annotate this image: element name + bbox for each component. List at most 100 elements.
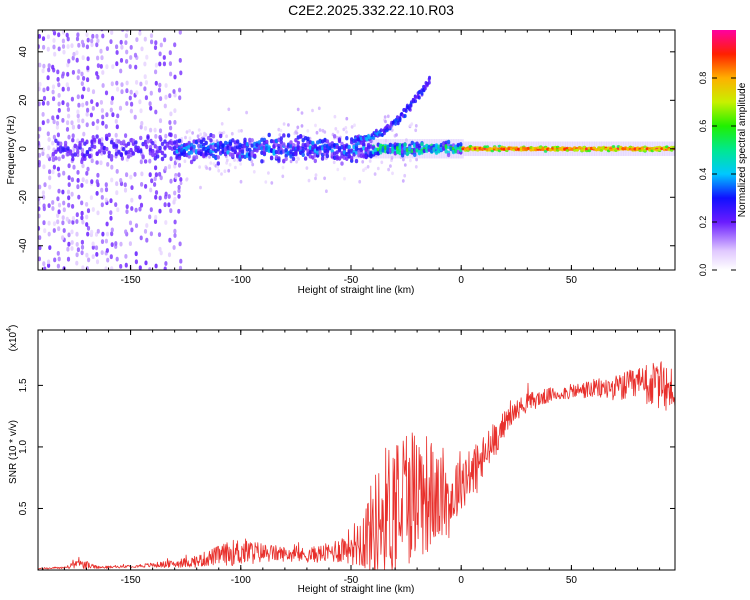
spectrogram-cell — [240, 154, 245, 159]
spectrogram-cell — [169, 178, 173, 184]
spectrogram-cell — [46, 131, 50, 137]
spectrogram-cell — [257, 140, 262, 145]
spectrogram-cell — [154, 134, 158, 139]
spectrogram-cell — [240, 129, 243, 133]
spectrogram-cell — [367, 135, 371, 140]
spectrogram-cell — [92, 144, 97, 150]
spectrogram-cell — [46, 75, 50, 81]
spectrogram-cell — [123, 187, 128, 193]
spectrogram-cell — [91, 33, 95, 39]
spectrogram-cell — [306, 129, 310, 133]
spectrogram-cell — [67, 163, 71, 169]
spectrogram-cell — [158, 51, 162, 57]
spectrogram-cell — [126, 150, 131, 155]
spectrogram-panel: -150 -100 -50 0 50 -40 -20 0 20 40 Height of str… — [6, 29, 676, 296]
spectrogram-cell — [277, 158, 281, 163]
spectrogram-cell — [485, 145, 490, 149]
spectrogram-cell — [129, 147, 133, 153]
spectrogram-cell — [173, 219, 177, 225]
spectrogram-cell — [130, 197, 134, 203]
spectrogram-cell — [145, 237, 149, 243]
spectrogram-cell — [158, 61, 162, 67]
spectrogram-halo — [368, 139, 372, 159]
spectrogram-cell — [41, 190, 46, 196]
spectrogram-cell — [90, 99, 94, 104]
spectrogram-cell — [80, 147, 85, 153]
spectrogram-cell — [71, 133, 75, 139]
spectrogram-cell — [301, 152, 305, 157]
spectrogram-cell — [149, 231, 153, 237]
spectrogram-cell — [158, 135, 162, 140]
spectrogram-cell — [236, 139, 240, 144]
spectrogram-cell — [42, 194, 46, 200]
spectrogram-cell — [143, 36, 147, 42]
spectrogram-cell — [77, 194, 81, 200]
spectrogram-y-axis: -40 -20 0 20 40 — [18, 46, 675, 253]
spectrogram-cell — [86, 37, 90, 43]
spectrogram-cell — [121, 30, 125, 32]
spectrogram-cell — [100, 55, 104, 61]
spectrogram-cell — [138, 265, 142, 270]
spectrogram-cell — [314, 173, 318, 177]
spectrogram-cell — [80, 183, 84, 188]
spectrogram-cell — [173, 74, 177, 80]
spectrogram-cell — [110, 100, 114, 106]
spectrogram-cell — [148, 172, 152, 178]
spectrogram-cell — [282, 122, 286, 126]
colorbar-ticks: 0.0 0.2 0.4 0.6 0.8 — [698, 72, 736, 276]
spectrogram-cell — [178, 95, 182, 101]
spectrogram-cell — [38, 34, 42, 39]
spectrogram-cell — [154, 109, 158, 115]
spectrogram-cell — [307, 178, 311, 183]
spectrogram-cell — [66, 107, 70, 112]
spectrogram-cell — [158, 195, 162, 201]
spectrogram-cell — [149, 187, 153, 193]
spectrogram-cell — [48, 184, 52, 190]
snr-y-axis: 0.5 1.0 1.5 — [18, 378, 675, 515]
spectrogram-cell — [75, 212, 79, 218]
spectrogram-cell — [320, 146, 325, 151]
spectrogram-cell — [362, 142, 366, 147]
spectrogram-cell — [158, 82, 162, 88]
spectrogram-cell — [115, 61, 119, 67]
spectrogram-cell — [86, 77, 90, 83]
spectrogram-cell — [66, 189, 71, 195]
spectrogram-cell — [81, 177, 85, 183]
spectrogram-cell — [76, 94, 80, 100]
spectrogram-cell — [77, 42, 81, 48]
spectrogram-cell — [146, 139, 150, 144]
spectrogram-cell — [139, 108, 143, 114]
spectrogram-cell — [251, 162, 255, 167]
spectrogram-cell — [177, 208, 181, 214]
spectrogram-cell — [386, 114, 390, 119]
spectrogram-cell — [71, 156, 75, 162]
spectrogram-cell — [53, 51, 57, 57]
spectrogram-cell — [250, 138, 254, 143]
spectrogram-cell — [389, 164, 392, 168]
spectrogram-cell — [173, 120, 177, 125]
colorbar: 0.0 0.2 0.4 0.6 0.8 Normalized spectral ampl… — [698, 30, 748, 276]
spectrogram-cell — [248, 147, 252, 153]
spectrogram-cell — [99, 160, 103, 166]
spectrogram-cell — [291, 156, 296, 162]
spectrogram-cell — [364, 166, 368, 171]
spectrogram-cell — [296, 125, 300, 130]
spectrogram-cell — [57, 32, 61, 38]
spectrogram-cell — [111, 64, 115, 69]
spectrogram-cell — [76, 247, 80, 253]
spectrogram-cell — [86, 107, 90, 113]
spectrogram-cell — [85, 111, 89, 117]
spectrogram-cell — [306, 136, 310, 141]
spectrogram-cell — [81, 102, 85, 108]
spectrogram-cell — [135, 90, 139, 95]
spectrogram-cell — [305, 166, 309, 170]
spectrogram-cell — [313, 158, 317, 164]
spectrogram-cell — [38, 245, 42, 251]
spectrogram-cell — [115, 169, 119, 174]
spectrogram-cell — [119, 264, 123, 269]
spectrogram-cell — [106, 257, 110, 263]
spectrogram-cell — [587, 149, 592, 153]
spectrogram-cell — [62, 207, 66, 213]
spectrogram-cell — [177, 156, 182, 161]
spectrogram-cell — [173, 233, 177, 238]
